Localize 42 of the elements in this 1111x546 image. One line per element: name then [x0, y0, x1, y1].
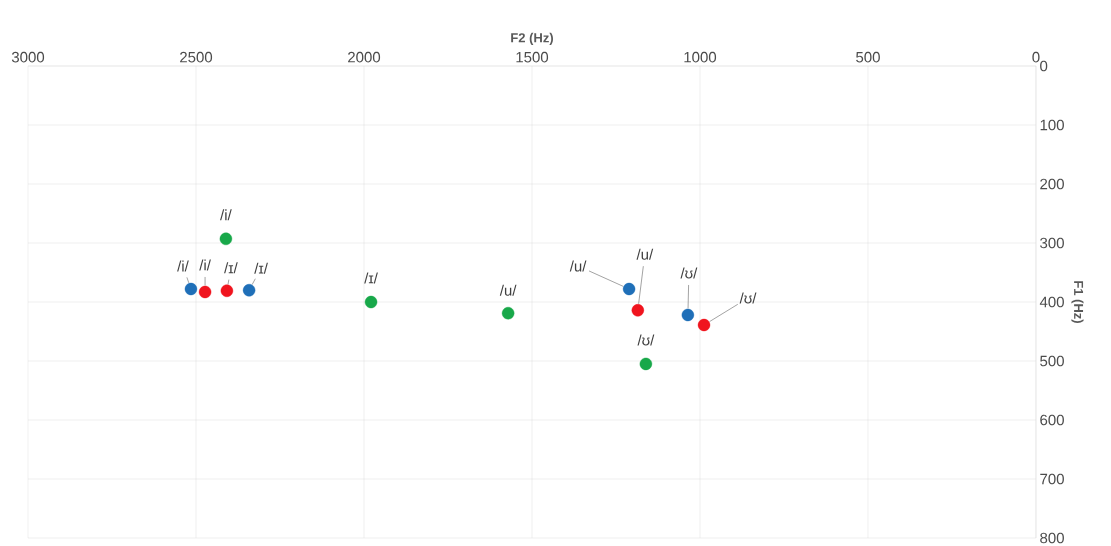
annotation: /ɪ/: [224, 262, 238, 274]
y-tick-label: 200: [1040, 178, 1064, 190]
y-tick-label: 400: [1039, 296, 1064, 308]
point: [631, 304, 645, 317]
x-axis-title: F2 (Hz): [511, 32, 553, 45]
x-tick-label: 2000: [348, 51, 381, 63]
annotation: /i/: [199, 259, 211, 271]
y-axis-title: F1 (Hz): [1071, 281, 1084, 323]
x-tick-label: 500: [856, 51, 880, 63]
y-tick-label: 500: [1040, 355, 1064, 367]
y-tick-label: 800: [1040, 532, 1064, 544]
point: [681, 308, 695, 322]
annotation: /u/: [499, 284, 517, 296]
point: [501, 307, 515, 320]
point: [198, 285, 212, 299]
point: [622, 282, 636, 296]
annotation: /u/: [569, 260, 587, 272]
annotation: /i/: [220, 209, 232, 221]
x-tick-label: 0: [1032, 51, 1040, 63]
point: [219, 232, 233, 246]
annotation: /ʊ/: [680, 267, 698, 279]
x-tick-label: 1000: [684, 51, 717, 63]
point: [639, 357, 653, 371]
annotation: /ɪ/: [254, 262, 268, 274]
point: [220, 284, 234, 297]
point: [242, 284, 256, 297]
x-tick-label: 1500: [516, 51, 549, 63]
y-tick-label: 300: [1040, 237, 1064, 249]
y-tick-label: 100: [1040, 119, 1064, 131]
y-tick-label: 600: [1040, 414, 1064, 426]
annotation: /i/: [177, 260, 189, 272]
annotation: /ʊ/: [637, 334, 655, 346]
annotation: /ʊ/: [739, 292, 757, 304]
x-tick-label: 2500: [180, 51, 213, 63]
x-tick-label: 3000: [11, 51, 45, 63]
point: [697, 318, 711, 332]
y-tick-label: 0: [1040, 60, 1048, 72]
y-tick-label: 700: [1040, 473, 1064, 485]
annotation: /u/: [636, 248, 654, 260]
point: [364, 295, 378, 309]
annotation: /ɪ/: [364, 272, 378, 284]
point: [184, 282, 198, 296]
